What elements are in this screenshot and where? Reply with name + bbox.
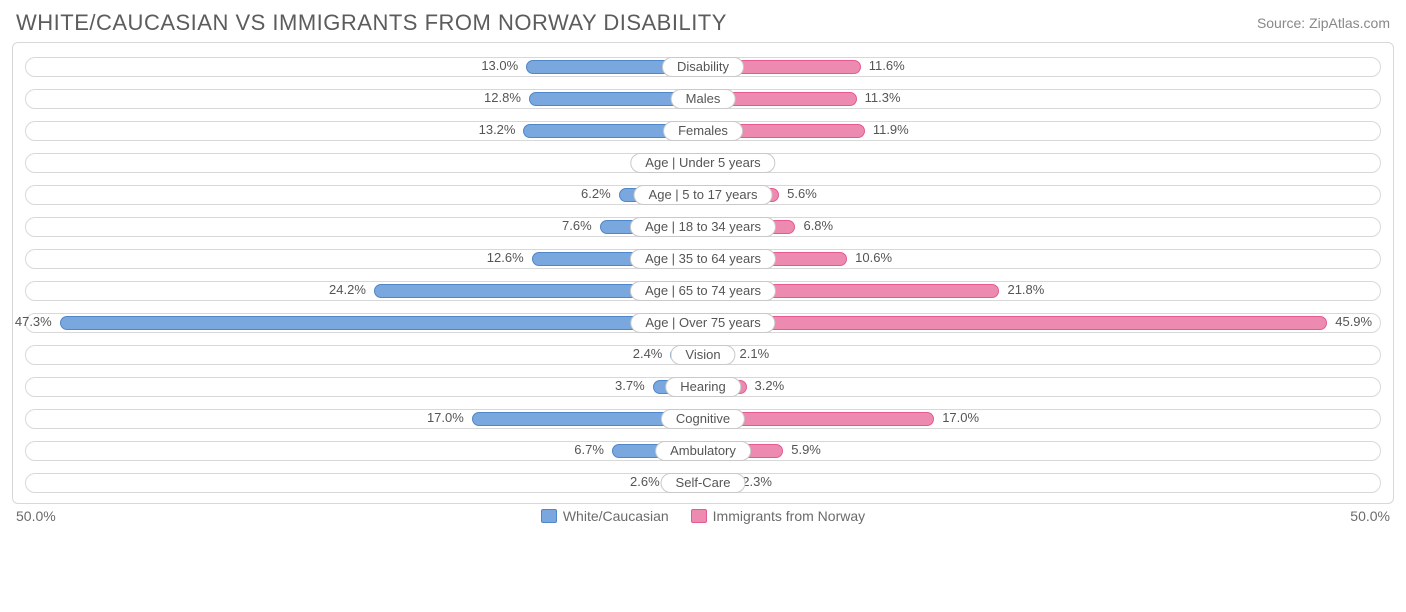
row-label-pill: Hearing [665,377,741,397]
value-right: 3.2% [755,378,785,393]
legend-item-left: White/Caucasian [541,508,669,524]
value-left: 17.0% [427,410,464,425]
row-label-pill: Males [671,89,736,109]
chart-row: 24.2% 21.8% Age | 65 to 74 years [23,277,1383,305]
diverging-bar-chart: 13.0% 11.6% Disability 12.8% 11.3% Males 13.2%… [12,42,1394,504]
bar-left [60,316,703,330]
value-right: 45.9% [1335,314,1372,329]
value-right: 6.8% [803,218,833,233]
row-label-pill: Age | Over 75 years [630,313,775,333]
value-right: 21.8% [1007,282,1044,297]
chart-row: 12.8% 11.3% Males [23,85,1383,113]
value-right: 11.9% [873,122,909,137]
value-left: 12.6% [487,250,524,265]
value-left: 2.6% [630,474,660,489]
value-left: 6.2% [581,186,611,201]
chart-row: 17.0% 17.0% Cognitive [23,405,1383,433]
row-label-pill: Females [663,121,743,141]
value-left: 7.6% [562,218,592,233]
value-right: 11.3% [865,90,901,105]
value-left: 6.7% [574,442,604,457]
chart-header: WHITE/CAUCASIAN VS IMMIGRANTS FROM NORWA… [0,0,1406,42]
chart-row: 13.0% 11.6% Disability [23,53,1383,81]
value-right: 5.6% [787,186,817,201]
chart-row: 2.6% 2.3%Self-Care [23,469,1383,497]
value-right: 17.0% [942,410,979,425]
row-label-pill: Age | 35 to 64 years [630,249,776,269]
row-label-pill: Self-Care [661,473,746,493]
chart-row: 47.3%45.9%Age | Over 75 years [23,309,1383,337]
chart-footer: 50.0% White/Caucasian Immigrants from No… [0,504,1406,534]
value-left: 24.2% [329,282,366,297]
value-right: 5.9% [791,442,821,457]
row-label-pill: Vision [670,345,735,365]
chart-row: 12.6% 10.6% Age | 35 to 64 years [23,245,1383,273]
bar-right [703,316,1327,330]
value-right: 10.6% [855,250,892,265]
value-right: 2.1% [740,346,770,361]
legend-swatch-right [691,509,707,523]
value-left: 13.0% [481,58,518,73]
row-label-pill: Age | 65 to 74 years [630,281,776,301]
chart-legend: White/Caucasian Immigrants from Norway [86,508,1320,524]
value-right: 11.6% [869,58,905,73]
legend-label-left: White/Caucasian [563,508,669,524]
legend-item-right: Immigrants from Norway [691,508,865,524]
row-label-pill: Disability [662,57,744,77]
legend-label-right: Immigrants from Norway [713,508,865,524]
value-left: 13.2% [479,122,516,137]
chart-row: 3.7% 3.2% Hearing [23,373,1383,401]
chart-source: Source: ZipAtlas.com [1257,15,1390,31]
chart-row: 6.7% 5.9% Ambulatory [23,437,1383,465]
row-label-pill: Cognitive [661,409,745,429]
chart-row: 1.7%1.3%Age | Under 5 years [23,149,1383,177]
chart-row: 2.4% 2.1% Vision [23,341,1383,369]
chart-row: 13.2% 11.9% Females [23,117,1383,145]
axis-max-right: 50.0% [1320,508,1390,524]
legend-swatch-left [541,509,557,523]
value-right: 2.3% [742,474,772,489]
row-label-pill: Age | 5 to 17 years [634,185,773,205]
value-left: 3.7% [615,378,645,393]
value-left: 47.3% [15,314,52,329]
row-label-pill: Ambulatory [655,441,751,461]
row-label-pill: Age | Under 5 years [630,153,775,173]
row-label-pill: Age | 18 to 34 years [630,217,776,237]
chart-title: WHITE/CAUCASIAN VS IMMIGRANTS FROM NORWA… [16,10,727,36]
value-left: 12.8% [484,90,521,105]
value-left: 2.4% [633,346,663,361]
chart-row: 6.2% 5.6% Age | 5 to 17 years [23,181,1383,209]
axis-max-left: 50.0% [16,508,86,524]
chart-row: 7.6% 6.8% Age | 18 to 34 years [23,213,1383,241]
